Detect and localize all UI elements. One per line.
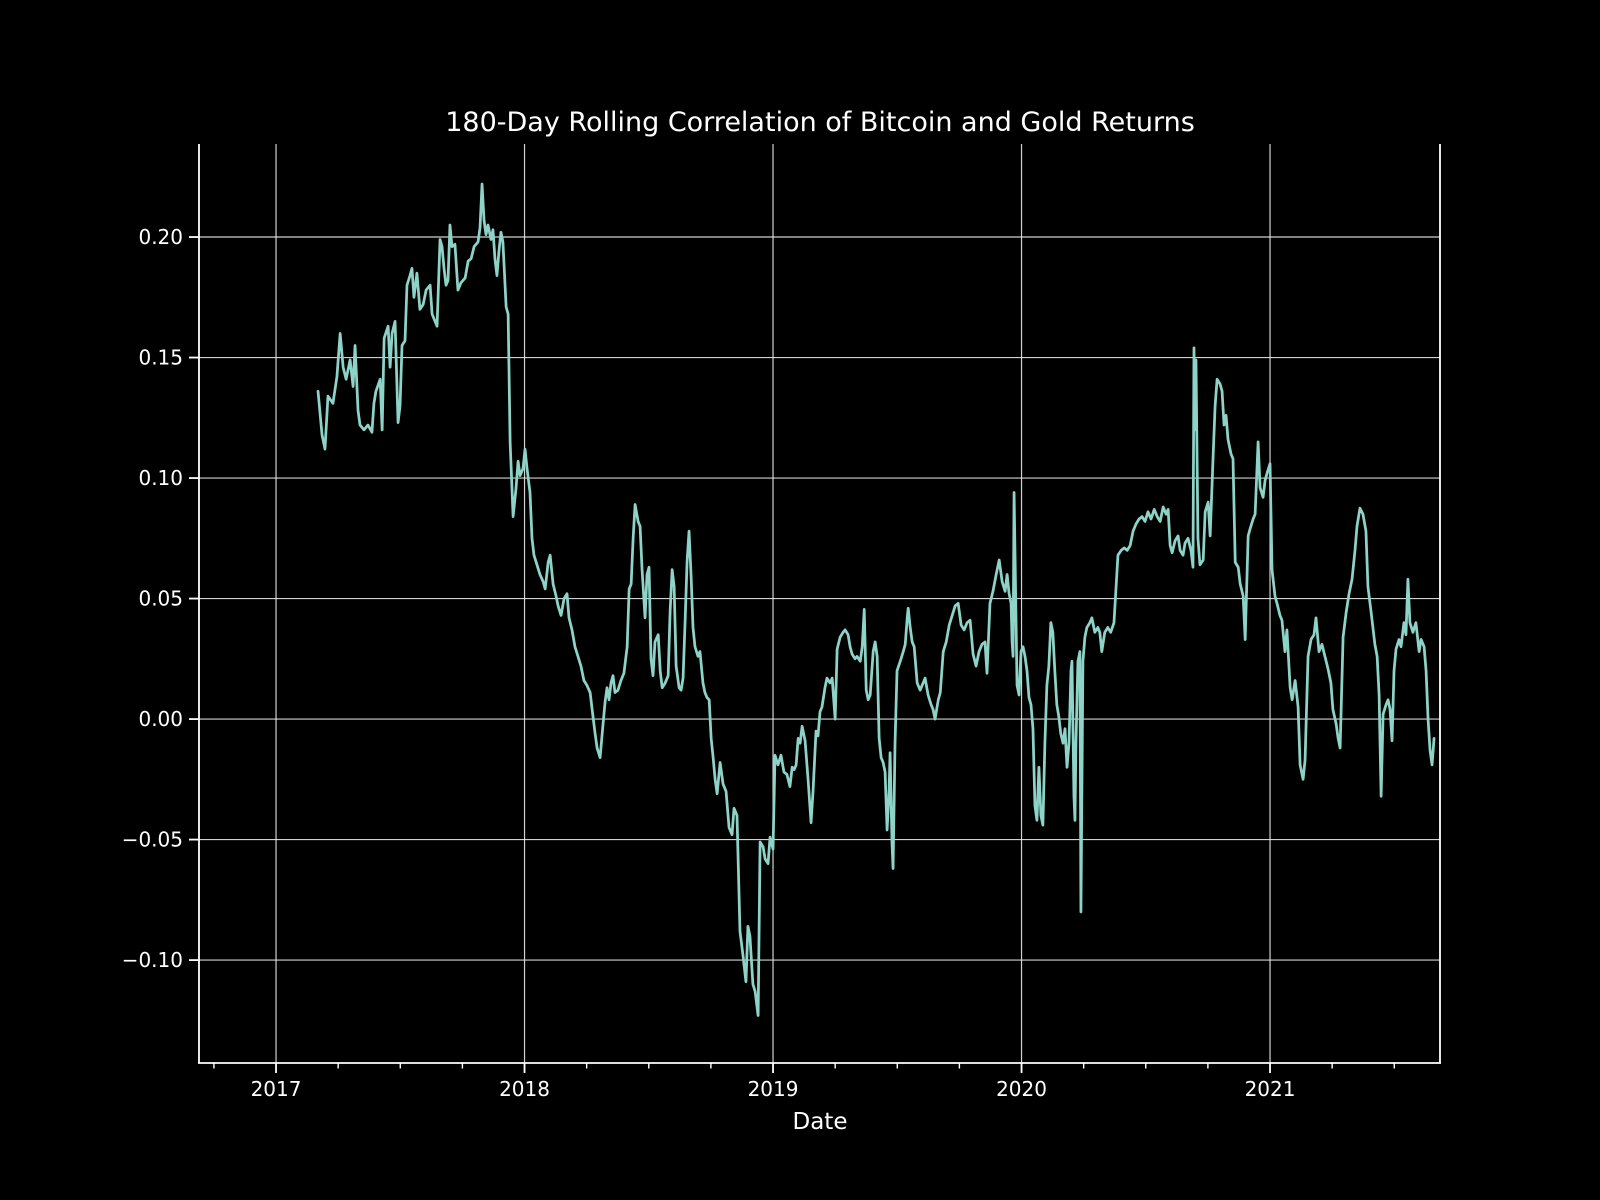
x-tick-label: 2019 xyxy=(748,1077,799,1101)
correlation-line-series xyxy=(316,182,1436,1017)
y-tick-label: 0.10 xyxy=(138,466,183,490)
x-tick-label: 2018 xyxy=(499,1077,550,1101)
y-tick-label: 0.15 xyxy=(138,346,183,370)
x-tick-label: 2021 xyxy=(1245,1077,1296,1101)
x-tick-label: 2017 xyxy=(251,1077,302,1101)
chart-title: 180-Day Rolling Correlation of Bitcoin a… xyxy=(445,107,1195,138)
y-tick-label: 0.20 xyxy=(138,225,183,249)
x-tick-label: 2020 xyxy=(996,1077,1047,1101)
y-tick-label: −0.05 xyxy=(122,828,183,852)
x-axis-label: Date xyxy=(792,1109,848,1135)
y-tick-label: −0.10 xyxy=(122,948,183,972)
y-tick-label: 0.00 xyxy=(138,707,183,731)
y-tick-label: 0.05 xyxy=(138,587,183,611)
